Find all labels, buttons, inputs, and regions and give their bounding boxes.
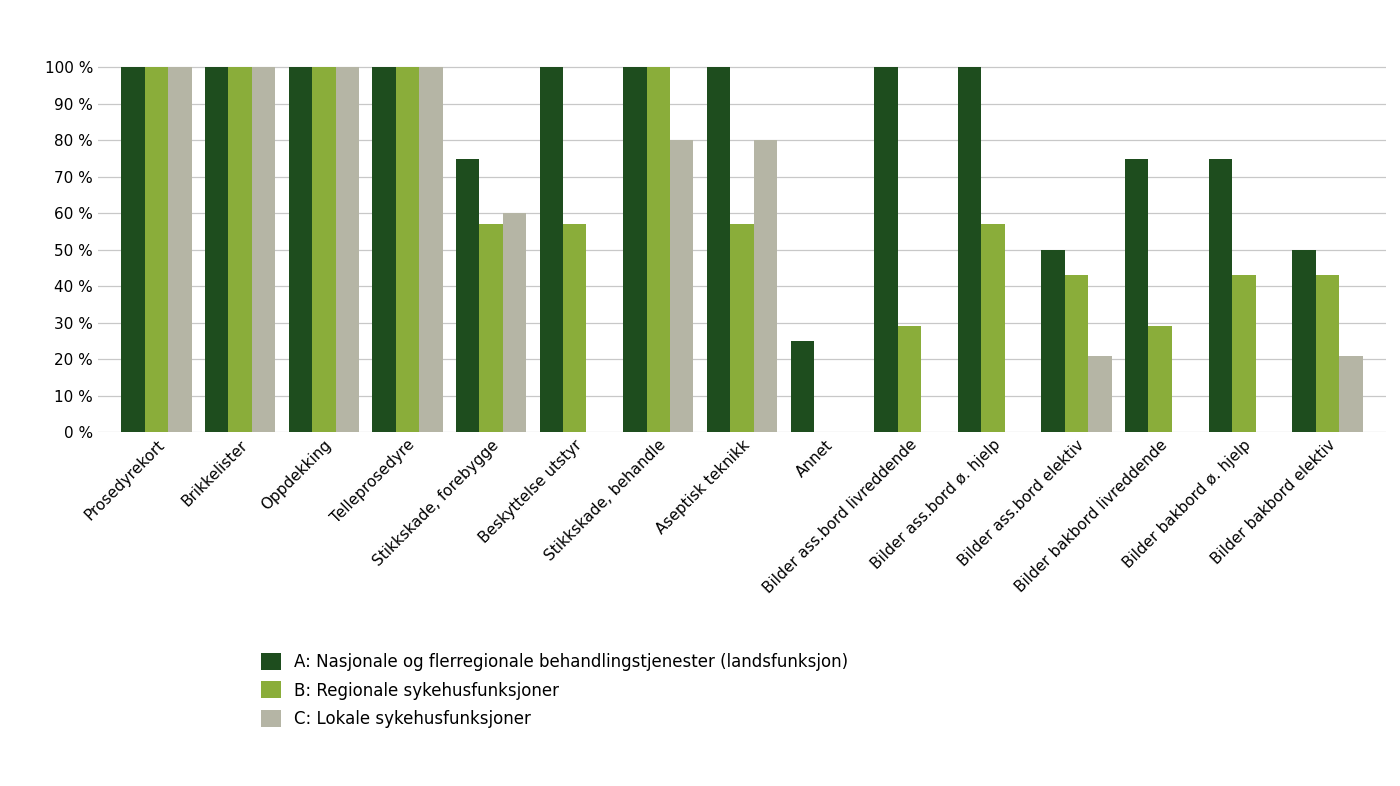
Bar <box>1065 275 1088 432</box>
Bar <box>647 68 671 432</box>
Bar <box>419 68 442 432</box>
Bar <box>312 68 336 432</box>
Bar <box>168 68 192 432</box>
Bar <box>981 224 1005 432</box>
Bar <box>1232 275 1256 432</box>
Bar <box>539 68 563 432</box>
Bar <box>731 224 753 432</box>
Bar <box>1316 275 1340 432</box>
Bar <box>671 141 693 432</box>
Bar <box>456 159 479 432</box>
Bar <box>874 68 897 432</box>
Bar <box>707 68 731 432</box>
Bar <box>1292 250 1316 432</box>
Bar <box>204 68 228 432</box>
Bar <box>958 68 981 432</box>
Bar <box>1042 250 1065 432</box>
Bar <box>1126 159 1148 432</box>
Bar <box>897 326 921 432</box>
Bar <box>144 68 168 432</box>
Bar <box>122 68 144 432</box>
Bar <box>336 68 358 432</box>
Bar <box>372 68 396 432</box>
Bar <box>1340 355 1362 432</box>
Bar <box>479 224 503 432</box>
Bar <box>563 224 587 432</box>
Bar <box>503 213 526 432</box>
Bar <box>228 68 252 432</box>
Bar <box>791 341 813 432</box>
Bar <box>753 141 777 432</box>
Bar <box>1148 326 1172 432</box>
Bar <box>1088 355 1112 432</box>
Legend: A: Nasjonale og flerregionale behandlingstjenester (landsfunksjon), B: Regionale: A: Nasjonale og flerregionale behandling… <box>260 653 848 728</box>
Bar <box>623 68 647 432</box>
Bar <box>288 68 312 432</box>
Bar <box>252 68 276 432</box>
Bar <box>396 68 419 432</box>
Bar <box>1208 159 1232 432</box>
